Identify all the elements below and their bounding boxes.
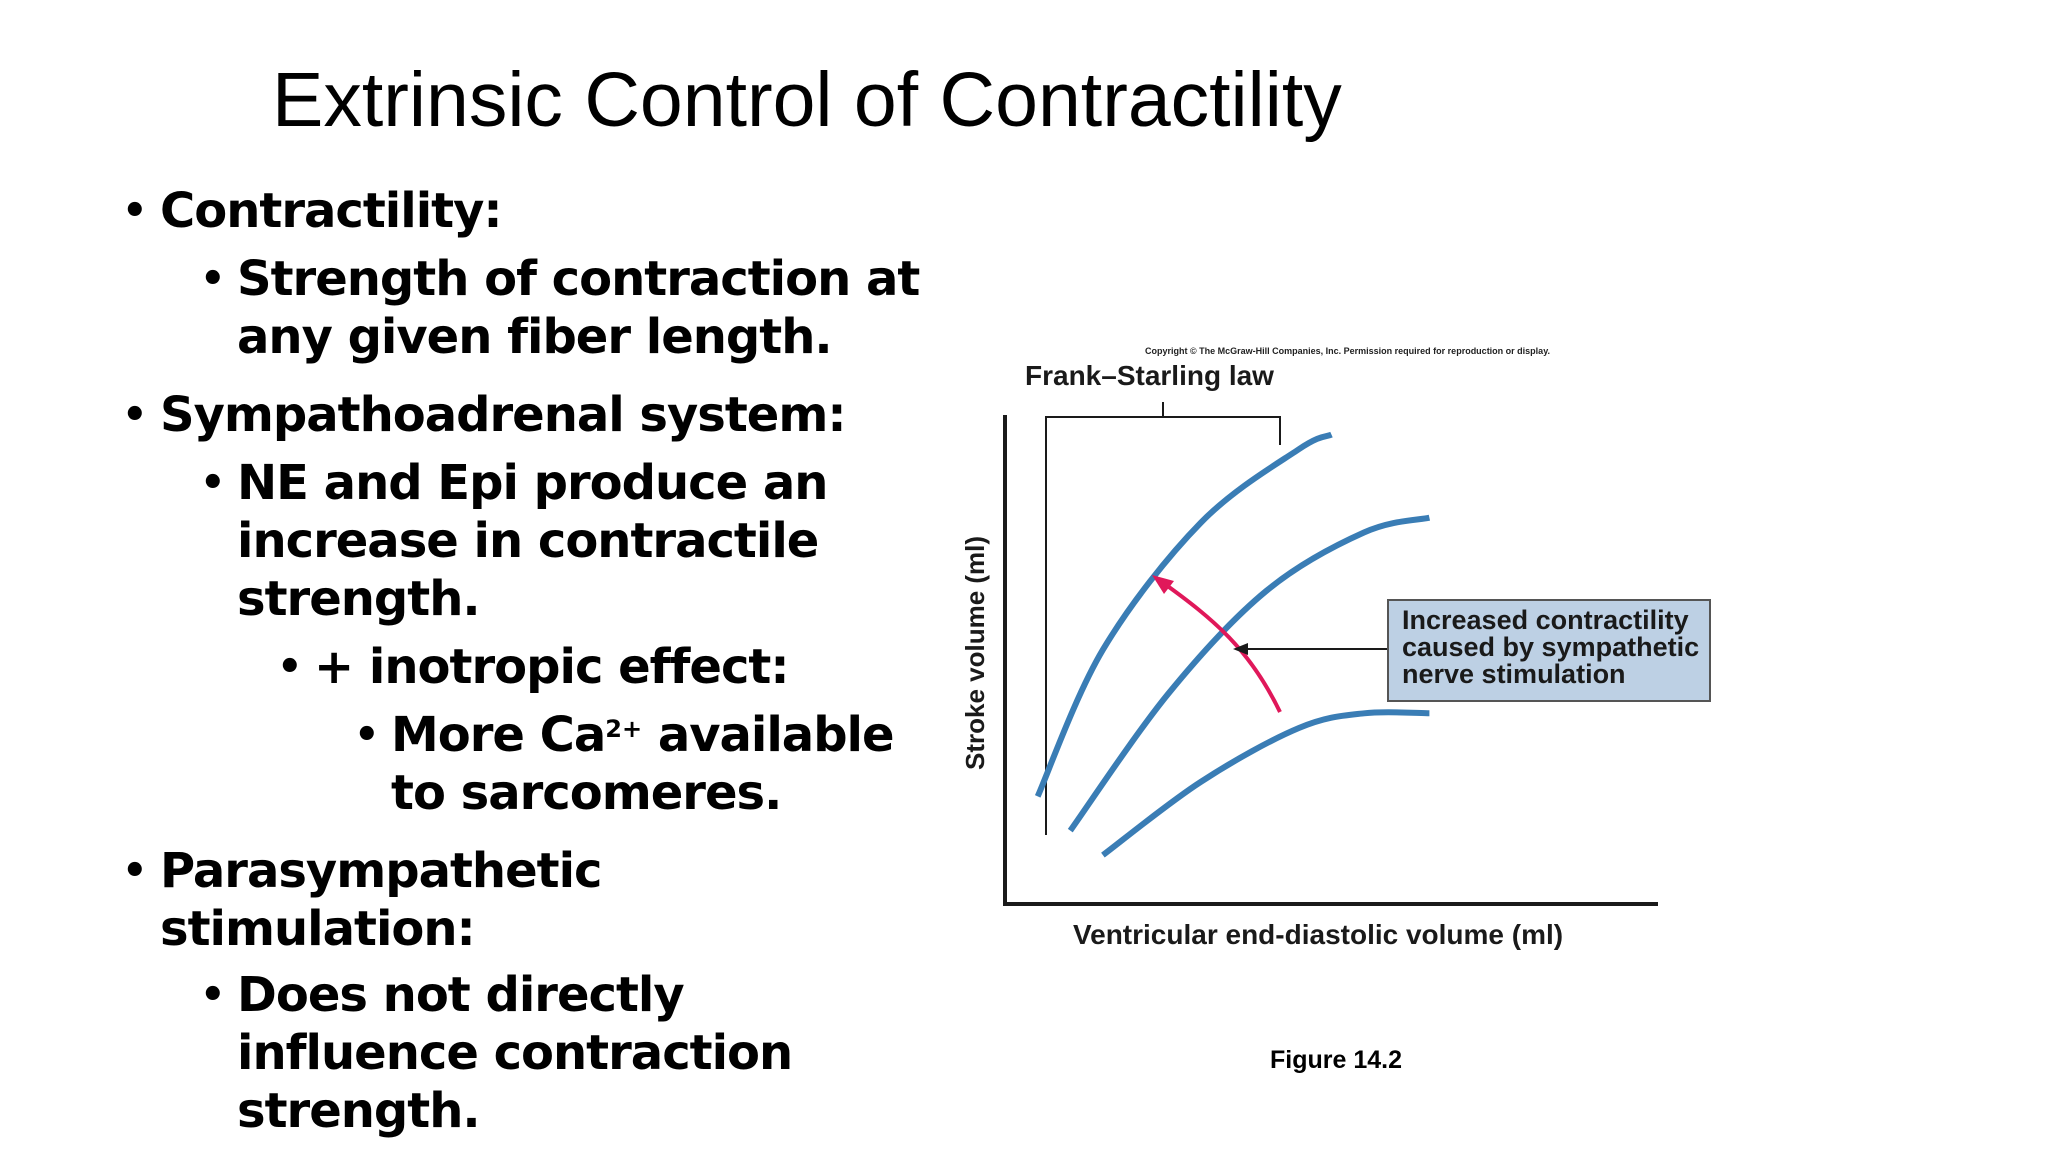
figure-caption: Figure 14.2 xyxy=(1270,1046,1402,1074)
bullet-strength-line2: any given fiber length. xyxy=(237,309,833,365)
bullet-dot: • xyxy=(122,848,148,894)
bullet-calcium-line1: More Ca2+ available xyxy=(391,707,895,763)
bullet-dot: • xyxy=(354,712,380,758)
bullet-strength-line1: Strength of contraction at xyxy=(237,251,920,307)
contractility-shift-arrow xyxy=(1160,580,1282,713)
bullet-dot: • xyxy=(277,644,303,690)
callout-line-2: caused by sympathetic xyxy=(1402,632,1699,662)
bullet-sympathoadrenal: Sympathoadrenal system: xyxy=(160,387,847,443)
bullet-not-direct-line2: influence contraction xyxy=(237,1025,793,1081)
callout-line-1: Increased contractility xyxy=(1402,605,1689,635)
frank-starling-bracket xyxy=(1045,416,1281,835)
bullet-ne-epi-line3: strength. xyxy=(237,571,481,627)
bullet-dot: • xyxy=(200,972,226,1018)
bullet-inotropic: + inotropic effect: xyxy=(314,639,790,695)
frank-starling-chart: Copyright © The McGraw-Hill Companies, I… xyxy=(960,346,1711,950)
bullet-parasympathetic-line2: stimulation: xyxy=(160,901,476,957)
curves-group xyxy=(1034,431,1431,858)
bullet-contractility: Contractility: xyxy=(160,183,503,239)
bullet-ne-epi-line2: increase in contractile xyxy=(237,513,819,569)
bracket-label: Frank–Starling law xyxy=(1025,360,1274,391)
series-line-1 xyxy=(1034,431,1333,798)
bullet-ne-epi-line1: NE and Epi produce an xyxy=(237,455,828,511)
x-axis-label: Ventricular end-diastolic volume (ml) xyxy=(1073,919,1563,950)
series-line-2 xyxy=(1067,514,1431,833)
slide-title: Extrinsic Control of Contractility xyxy=(272,57,1342,143)
callout-line-3: nerve stimulation xyxy=(1402,659,1626,689)
callout-pointer-head xyxy=(1233,643,1248,655)
series-line-3 xyxy=(1101,709,1430,858)
callout-box xyxy=(1387,599,1711,702)
bullet-parasympathetic-line1: Parasympathetic xyxy=(160,843,602,899)
bullet-not-direct-line3: strength. xyxy=(237,1083,481,1139)
bullet-dot: • xyxy=(200,460,226,506)
bullet-not-direct-line1: Does not directly xyxy=(237,967,685,1023)
shift-arrowhead xyxy=(1152,575,1174,594)
copyright-notice: Copyright © The McGraw-Hill Companies, I… xyxy=(1145,346,1550,356)
bullet-dot: • xyxy=(200,256,226,302)
y-axis-label: Stroke volume (ml) xyxy=(960,536,990,770)
bullet-dot: • xyxy=(122,188,148,234)
bullet-calcium-line2: to sarcomeres. xyxy=(391,765,782,821)
bullet-dot: • xyxy=(122,392,148,438)
